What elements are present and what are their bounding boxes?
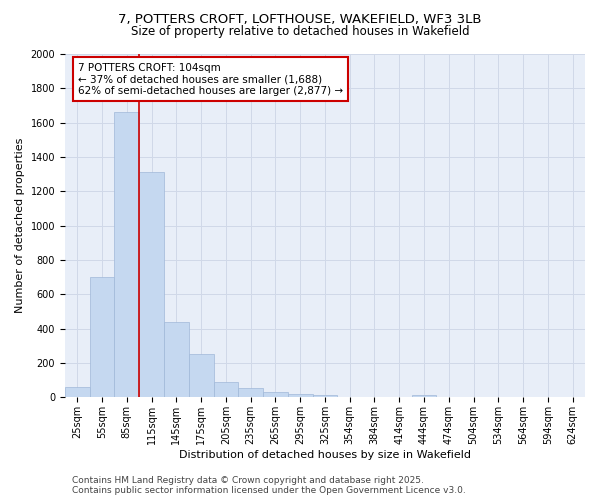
- Y-axis label: Number of detached properties: Number of detached properties: [15, 138, 25, 314]
- Bar: [214, 382, 238, 398]
- Bar: [288, 394, 313, 398]
- Bar: [65, 387, 89, 398]
- Text: Size of property relative to detached houses in Wakefield: Size of property relative to detached ho…: [131, 25, 469, 38]
- Text: 7 POTTERS CROFT: 104sqm
← 37% of detached houses are smaller (1,688)
62% of semi: 7 POTTERS CROFT: 104sqm ← 37% of detache…: [78, 62, 343, 96]
- Bar: [313, 395, 337, 398]
- Bar: [89, 277, 115, 398]
- Bar: [189, 354, 214, 398]
- Bar: [139, 172, 164, 398]
- Text: Contains HM Land Registry data © Crown copyright and database right 2025.
Contai: Contains HM Land Registry data © Crown c…: [72, 476, 466, 495]
- X-axis label: Distribution of detached houses by size in Wakefield: Distribution of detached houses by size …: [179, 450, 471, 460]
- Bar: [115, 112, 139, 398]
- Bar: [164, 322, 189, 398]
- Bar: [238, 388, 263, 398]
- Bar: [263, 392, 288, 398]
- Bar: [412, 395, 436, 398]
- Text: 7, POTTERS CROFT, LOFTHOUSE, WAKEFIELD, WF3 3LB: 7, POTTERS CROFT, LOFTHOUSE, WAKEFIELD, …: [118, 12, 482, 26]
